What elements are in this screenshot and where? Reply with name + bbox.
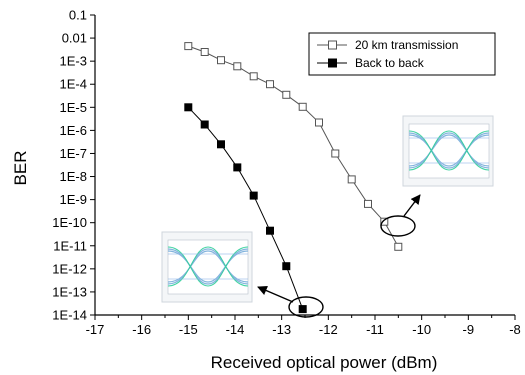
callout-arrow-20km bbox=[403, 194, 421, 217]
y-tick-label: 1E-12 bbox=[52, 261, 87, 276]
data-point bbox=[233, 163, 242, 172]
callout-ellipse-back-to-back bbox=[288, 296, 324, 318]
data-point bbox=[282, 90, 291, 99]
y-tick-label: 1E-8 bbox=[60, 169, 87, 184]
x-tick-label: -8 bbox=[509, 322, 521, 337]
data-point bbox=[380, 217, 389, 226]
eye-diagram-insets bbox=[161, 115, 494, 303]
data-point bbox=[266, 226, 274, 235]
series-back-to-back bbox=[184, 103, 307, 314]
y-tick-label: 1E-3 bbox=[60, 54, 87, 69]
y-tick-label: 1E-9 bbox=[60, 192, 87, 207]
eye-diagram-back-to-back bbox=[161, 231, 253, 303]
y-tick-label: 1E-13 bbox=[52, 284, 87, 299]
y-tick-label: 0.01 bbox=[62, 31, 87, 46]
x-tick-label: -9 bbox=[463, 322, 475, 337]
data-point bbox=[394, 242, 403, 251]
data-point bbox=[249, 191, 258, 200]
data-point bbox=[364, 199, 372, 208]
data-point bbox=[282, 262, 291, 271]
x-tick-label: -14 bbox=[226, 322, 245, 337]
data-point bbox=[184, 42, 193, 51]
y-tick-label: 1E-7 bbox=[60, 146, 87, 161]
x-tick-label: -15 bbox=[179, 322, 198, 337]
y-tick-label: 1E-5 bbox=[60, 100, 87, 115]
x-tick-label: -12 bbox=[319, 322, 338, 337]
callouts bbox=[257, 194, 421, 318]
y-tick-label: 1E-10 bbox=[52, 215, 87, 230]
eye-diagram-20km bbox=[402, 115, 494, 187]
y-tick-label: 1E-11 bbox=[53, 238, 87, 253]
data-point bbox=[200, 120, 209, 129]
data-point bbox=[233, 62, 242, 71]
legend: 20 km transmission Back to back bbox=[308, 32, 496, 76]
y-tick-label: 0.1 bbox=[69, 8, 87, 23]
data-point bbox=[331, 149, 340, 158]
callout-arrow-back-to-back bbox=[257, 285, 294, 303]
y-axis-title: BER bbox=[11, 151, 30, 186]
x-tick-label: -11 bbox=[366, 322, 384, 337]
data-point bbox=[298, 305, 307, 314]
data-point bbox=[249, 72, 258, 81]
data-point bbox=[217, 56, 225, 65]
x-axis-title: Received optical power (dBm) bbox=[211, 353, 438, 372]
data-point bbox=[315, 118, 323, 127]
legend-box bbox=[308, 32, 496, 76]
series bbox=[184, 42, 403, 314]
data-point bbox=[347, 175, 356, 184]
series-20km-transmission bbox=[184, 42, 403, 251]
data-point bbox=[266, 80, 274, 89]
data-point bbox=[184, 103, 193, 112]
callout-ellipse-20km bbox=[380, 215, 416, 237]
x-tick-label: -13 bbox=[272, 322, 291, 337]
y-tick-label: 1E-4 bbox=[60, 77, 87, 92]
legend-label-back-to-back: Back to back bbox=[355, 56, 425, 70]
y-tick-label: 1E-14 bbox=[52, 308, 87, 323]
x-tick-label: -17 bbox=[86, 322, 105, 337]
data-point bbox=[217, 140, 225, 149]
legend-label-20km: 20 km transmission bbox=[355, 38, 458, 52]
legend-marker-20km bbox=[328, 40, 337, 50]
data-point bbox=[298, 102, 307, 111]
x-tick-label: -10 bbox=[412, 322, 431, 337]
x-axis-ticks: -17 -16 -15 -14 -13 -12 -11 -10 -9 -8 bbox=[86, 315, 521, 337]
legend-marker-back-to-back bbox=[328, 58, 337, 68]
y-tick-label: 1E-6 bbox=[60, 123, 87, 138]
x-tick-label: -16 bbox=[132, 322, 151, 337]
data-point bbox=[200, 48, 209, 56]
y-axis-ticks: 0.1 0.01 1E-3 1E-4 1E-5 1E-6 1E-7 1E-8 1E-9 1E-10… bbox=[52, 8, 95, 323]
